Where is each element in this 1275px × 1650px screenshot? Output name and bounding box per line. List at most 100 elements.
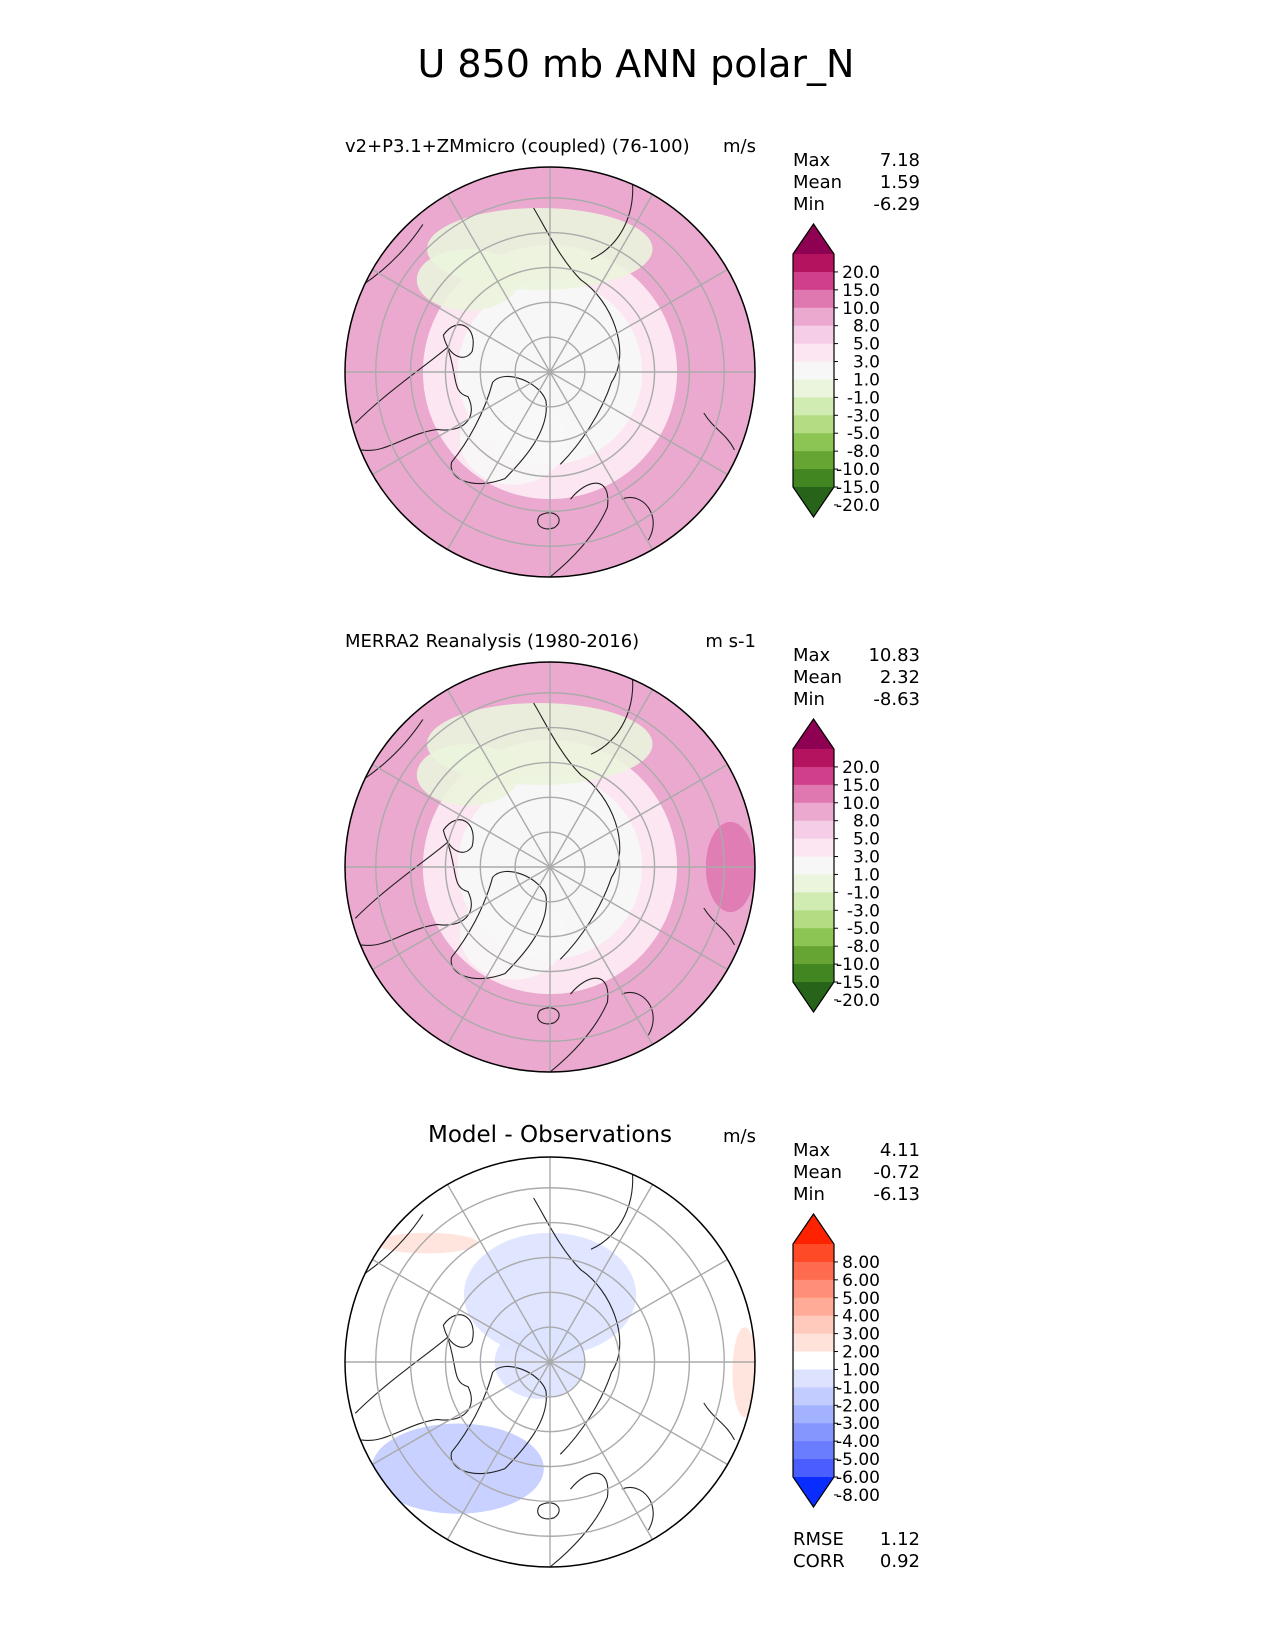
panel-title: v2+P3.1+ZMmicro (coupled) (76-100) <box>345 136 690 157</box>
coastline <box>703 1402 735 1441</box>
meridian-line <box>446 371 551 550</box>
stat-value: 1.59 <box>880 172 920 193</box>
stat-label: Mean <box>793 1162 842 1183</box>
meridian-line <box>549 1184 654 1363</box>
map-layer <box>345 662 755 1072</box>
stat-value: 2.32 <box>880 667 920 688</box>
colorbar-tick-label: -8.0 <box>847 442 880 462</box>
meridian-line <box>549 763 728 868</box>
map-boundary <box>344 166 756 578</box>
coastline <box>533 1197 621 1455</box>
coastline <box>537 512 560 530</box>
colorbar-segment <box>793 343 834 363</box>
colorbar-segment <box>793 1387 834 1406</box>
colorbar: 20.015.010.08.05.03.01.0-1.0-3.0-5.0-8.0… <box>792 222 880 519</box>
colorbar-segment <box>793 397 834 416</box>
coastline <box>537 1007 560 1025</box>
colorbar-tick-label: -1.00 <box>836 1378 880 1398</box>
stat-value: -0.72 <box>873 1162 920 1183</box>
colorbar-tick-label: 20.0 <box>842 263 880 283</box>
map-boundary <box>344 1156 756 1568</box>
colorbar-segment <box>793 910 834 929</box>
panel-units: m/s <box>723 1126 756 1147</box>
colorbar-tick-label: -5.0 <box>847 919 880 939</box>
colorbar-segment <box>793 1333 834 1353</box>
stat-label: Max <box>793 1140 831 1161</box>
stat-value: 1.12 <box>880 1529 920 1550</box>
colorbar-segment <box>793 1423 834 1442</box>
coastline <box>621 1487 654 1531</box>
colorbar-tick-label: 20.0 <box>842 758 880 778</box>
colorbar-tick-label: -15.0 <box>836 973 880 993</box>
colorbar-segment <box>793 856 834 875</box>
colorbar-segment <box>793 325 834 345</box>
graticule <box>345 1157 755 1567</box>
coastlines <box>354 1167 735 1567</box>
colorbar-tick-label: -5.00 <box>836 1450 880 1470</box>
colorbar-tick-label: -5.0 <box>847 424 880 444</box>
colorbar-segment <box>793 820 834 840</box>
colorbar-tick-label: -3.0 <box>847 406 880 426</box>
field-region-greenland <box>459 394 567 485</box>
colorbar-tick-label: -10.0 <box>836 460 880 480</box>
field-region-north-atlantic-arctic <box>416 744 520 806</box>
colorbar-segment <box>793 1405 834 1424</box>
colorbar-segment <box>793 451 834 470</box>
coastline <box>533 207 621 465</box>
meridian-line <box>372 1258 551 1363</box>
colorbar-tick-label: 8.0 <box>853 317 880 337</box>
meridian-line <box>446 1184 551 1363</box>
colorbar-tick-label: 10.0 <box>842 794 880 814</box>
colorbar-segment <box>793 415 834 434</box>
colorbar-segment <box>793 1261 834 1281</box>
colorbar-tick-label: 10.0 <box>842 299 880 319</box>
panel-model: v2+P3.1+ZMmicro (coupled) (76-100) m/s 2… <box>344 136 920 578</box>
field-region-greenland <box>459 889 567 980</box>
stats-table: Max 10.83 Mean 2.32 Min -8.63 <box>793 645 920 710</box>
field-region-north-atlantic-arctic <box>416 249 520 311</box>
coastline <box>537 1502 560 1520</box>
coastline <box>549 1472 609 1567</box>
stat-label: Max <box>793 150 831 171</box>
stat-label: Min <box>793 194 825 215</box>
colorbar-extend-max <box>793 719 834 749</box>
colorbar-segment <box>793 469 834 488</box>
map-boundary <box>344 661 756 1073</box>
colorbar-segment <box>793 928 834 947</box>
coastline <box>450 1366 547 1475</box>
colorbar-tick-label: 5.0 <box>853 335 880 355</box>
colorbar-tick-label: -2.00 <box>836 1396 880 1416</box>
meridian-line <box>549 1258 728 1363</box>
colorbar-tick-label: 2.00 <box>842 1343 880 1363</box>
colorbar-tick-label: -4.00 <box>836 1432 880 1452</box>
meridian-line <box>446 194 551 373</box>
colorbar-extend-min <box>793 1477 834 1507</box>
colorbar-segment <box>793 361 834 380</box>
colorbar-segment <box>793 379 834 398</box>
colorbar-tick-label: 4.00 <box>842 1307 880 1327</box>
meridian-line <box>549 866 728 971</box>
coastline <box>450 376 547 485</box>
coastline <box>549 977 609 1072</box>
colorbar-segment <box>793 289 834 309</box>
stat-label: RMSE <box>793 1529 844 1550</box>
colorbar-segment <box>793 1441 834 1460</box>
colorbar-extend-max <box>793 224 834 254</box>
panel-reanalysis: MERRA2 Reanalysis (1980-2016) m s-1 20.0… <box>344 631 920 1073</box>
meridian-line <box>372 763 551 868</box>
meridian-line <box>549 689 654 868</box>
coastline <box>621 992 654 1036</box>
colorbar-tick-label: 1.0 <box>853 370 880 390</box>
coastline <box>533 702 621 960</box>
map-layer <box>345 1157 755 1567</box>
stats-footer: RMSE 1.12 CORR 0.92 <box>793 1529 920 1572</box>
coastline <box>361 1214 424 1277</box>
colorbar: 20.015.010.08.05.03.01.0-1.0-3.0-5.0-8.0… <box>792 717 880 1014</box>
colorbar-tick-label: 3.00 <box>842 1325 880 1345</box>
meridian-line <box>446 1361 551 1540</box>
stat-label: Min <box>793 689 825 710</box>
colorbar-tick-label: 5.0 <box>853 830 880 850</box>
colorbar-extend-max <box>793 1214 834 1244</box>
colorbar-segment <box>793 433 834 452</box>
